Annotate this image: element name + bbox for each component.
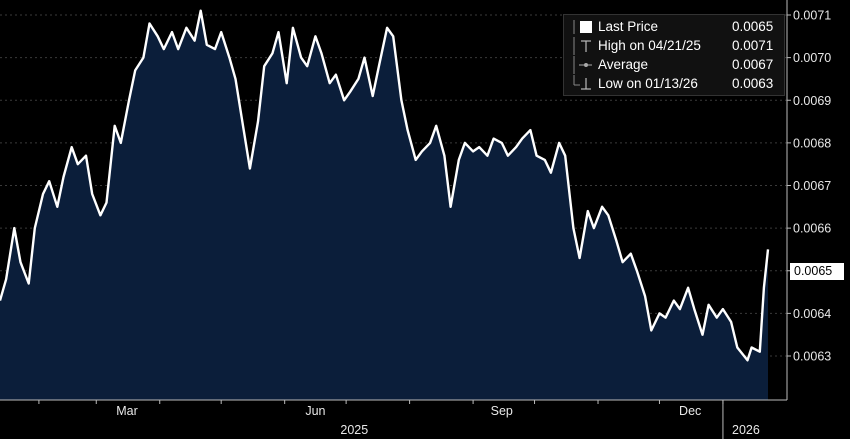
series-area-fill [0,10,768,400]
last-price-badge: 0.0065 [790,262,844,280]
year-label-2025: 2025 [340,423,368,437]
y-tick-label: 0.0066 [793,222,831,236]
plot-area [0,9,770,400]
legend-value-low: 0.0063 [732,76,774,91]
x-tick-label: Mar [116,404,138,418]
y-axis-ticks: 0.00630.00640.00650.00660.00670.00680.00… [787,9,831,364]
last-price-swatch-icon [571,18,593,36]
year-label-2026: 2026 [732,423,760,437]
legend-value-average: 0.0067 [732,57,774,72]
y-tick-label: 0.0063 [793,350,831,364]
x-tick-label: Dec [679,404,701,418]
legend-value-last-price: 0.0065 [732,19,774,34]
y-tick-label: 0.0067 [793,179,831,193]
legend: Last Price 0.0065 High on 04/21/25 0.007… [563,14,785,96]
y-tick-label: 0.0064 [793,307,831,321]
legend-label-low: Low on 01/13/26 [598,76,698,91]
y-tick-label: 0.0070 [793,51,831,65]
x-tick-label: Sep [491,404,513,418]
legend-label-high: High on 04/21/25 [598,38,701,53]
legend-label-last-price: Last Price [598,19,659,34]
y-tick-label: 0.0071 [793,9,831,23]
x-tick-label: Jun [305,404,325,418]
legend-label-average: Average [598,57,649,72]
high-marker-icon [571,37,593,55]
x-axis-ticks: Mar Jun Sep Dec 2025 2026 [38,400,760,439]
legend-value-high: 0.0071 [732,38,774,53]
low-marker-icon [571,75,593,93]
average-marker-icon [571,56,593,74]
y-tick-label: 0.0069 [793,94,831,108]
y-tick-label: 0.0068 [793,136,831,150]
